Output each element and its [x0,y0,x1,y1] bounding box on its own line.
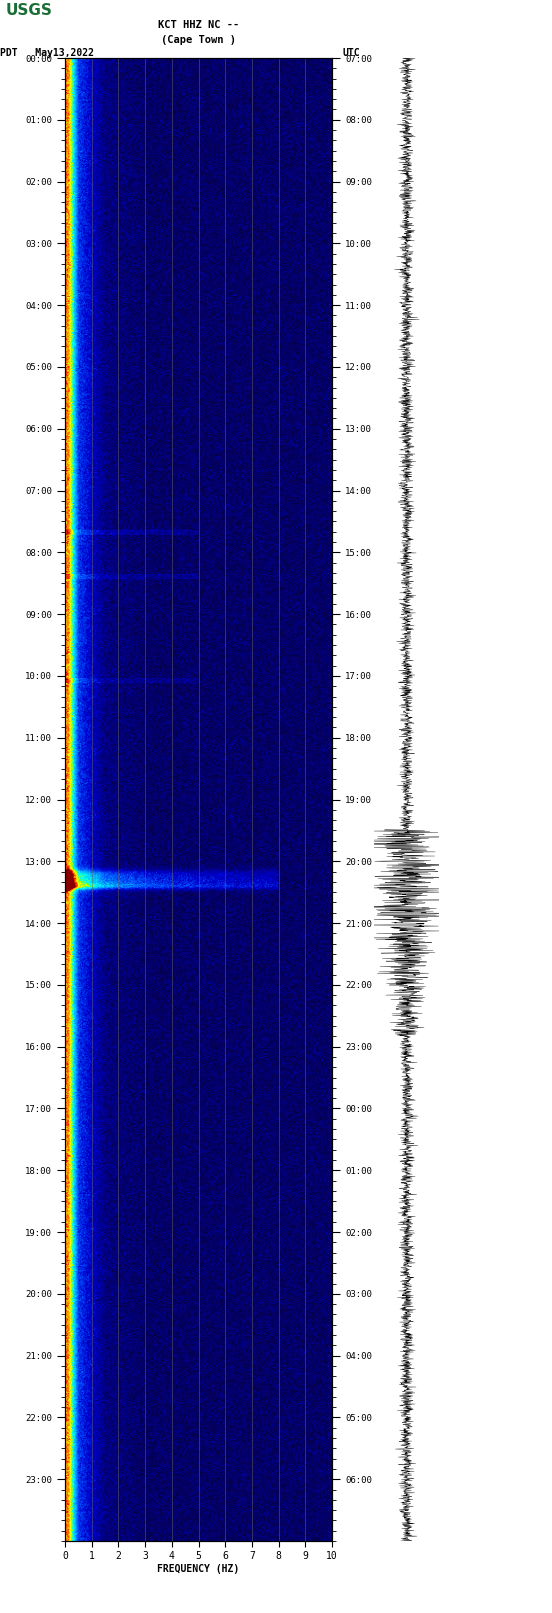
X-axis label: FREQUENCY (HZ): FREQUENCY (HZ) [157,1565,240,1574]
Text: UTC: UTC [343,48,360,58]
Text: USGS: USGS [6,3,52,18]
Text: KCT HHZ NC --: KCT HHZ NC -- [158,19,239,31]
Text: (Cape Town ): (Cape Town ) [161,35,236,45]
Text: PDT   May13,2022: PDT May13,2022 [0,48,94,58]
